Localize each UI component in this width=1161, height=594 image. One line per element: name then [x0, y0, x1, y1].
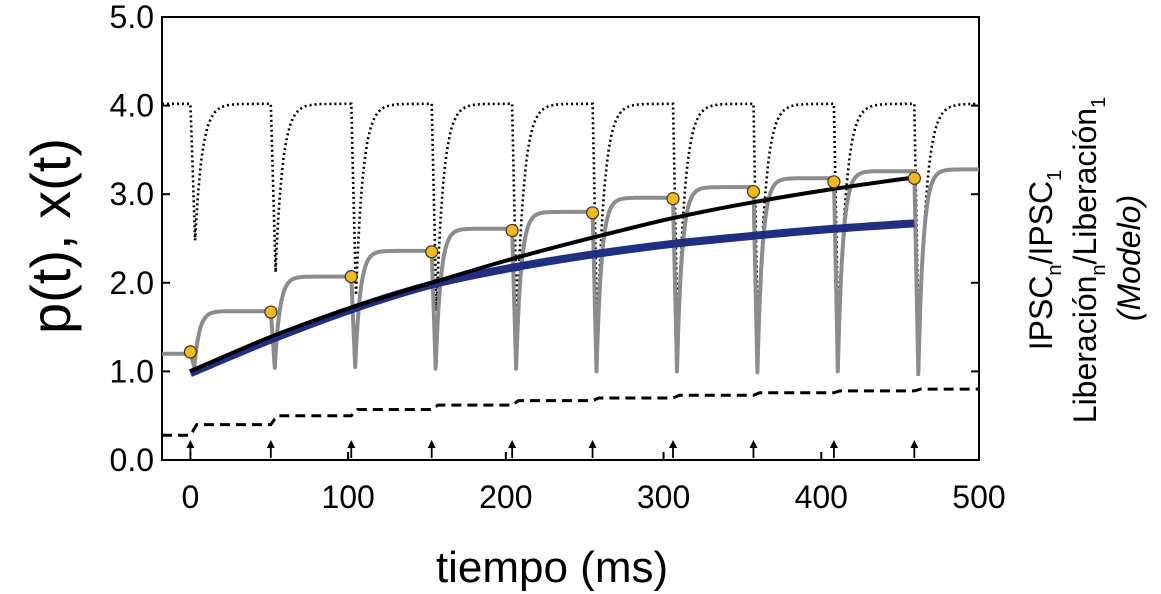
x-tick-label: 400 [795, 479, 848, 515]
stimulus-arrow-head [588, 440, 597, 448]
x-axis-label: tiempo (ms) [436, 543, 668, 592]
stimulus-arrow-head [347, 440, 356, 448]
data-marker [425, 245, 439, 259]
data-marker [746, 184, 761, 199]
right-label-line2: Liberaciónn/Liberación1 [1067, 97, 1110, 423]
right-axis-label: IPSCn/IPSC1 Liberaciónn/Liberación1 (Mod… [1023, 97, 1147, 423]
stimulus-arrow [829, 440, 838, 458]
right-label-line1-sub2: 1 [1044, 170, 1066, 181]
x-axis-ticks: 0 100 200 300 400 500 [181, 452, 1006, 515]
blue-model-curve [188, 219, 915, 377]
traces [160, 102, 981, 437]
y-tick-label: 3.0 [110, 176, 154, 212]
right-label-line1-mid: /IPSC [1023, 181, 1059, 265]
stimulus-arrow [588, 440, 597, 458]
stimulus-arrow-head [829, 440, 838, 448]
y-tick-label: 1.0 [110, 353, 154, 389]
plot-frame [161, 16, 980, 461]
x-tick-label: 100 [321, 479, 374, 515]
stimulus-arrow-head [186, 440, 195, 448]
y-tick-label: 4.0 [110, 88, 154, 124]
y-axis-ticks: 0.0 1.0 2.0 3.0 4.0 5.0 [110, 0, 979, 478]
y-tick-label: 2.0 [110, 265, 154, 301]
data-markers [183, 171, 921, 359]
x-tick-label: 200 [479, 479, 532, 515]
x-tick-label: 300 [637, 479, 690, 515]
stimulus-arrow-head [508, 440, 517, 448]
data-marker [585, 206, 600, 220]
right-label-line1-sub1: n [1044, 264, 1066, 275]
stimulus-arrow [669, 440, 678, 458]
stimulus-arrow [749, 440, 758, 458]
black-model-curve [189, 175, 915, 374]
y-tick-label: 5.0 [110, 0, 154, 35]
stimulus-arrow [347, 440, 356, 458]
right-label-line1-base: IPSC [1023, 276, 1059, 351]
right-label-line3: (Modelo) [1111, 195, 1147, 321]
gray-trace [160, 167, 981, 377]
x-tick-label: 0 [181, 479, 199, 515]
dashed-trace [162, 387, 979, 437]
data-marker [183, 345, 197, 359]
y-axis-label: p(t), x(t) [19, 138, 82, 334]
plot-area [160, 16, 981, 461]
right-label-line2-sub1: n [1088, 264, 1110, 275]
stimulus-arrow [910, 440, 919, 458]
data-marker [827, 175, 841, 189]
stimulus-arrow [427, 440, 436, 458]
data-marker [666, 192, 680, 206]
right-label-line2-mid: /Liberación [1067, 108, 1103, 265]
axes: 0.0 1.0 2.0 3.0 4.0 5.0 0 100 200 300 400 500 [110, 0, 1006, 515]
stimulus-arrow [266, 440, 275, 458]
data-marker [505, 223, 519, 238]
data-marker [344, 269, 358, 284]
stimulus-arrows [186, 440, 919, 458]
data-marker [907, 171, 921, 185]
dotted-trace [162, 102, 979, 361]
stimulus-arrow-head [266, 440, 275, 448]
y-tick-label: 0.0 [110, 442, 154, 478]
stimulus-arrow-head [427, 440, 436, 448]
stimulus-arrow-head [749, 440, 758, 448]
stimulus-arrow [508, 440, 517, 458]
stimulus-arrow-head [910, 440, 919, 448]
data-marker [264, 305, 278, 319]
x-tick-label: 500 [952, 479, 1005, 515]
stimulus-arrow-head [669, 440, 678, 448]
right-label-line1: IPSCn/IPSC1 [1023, 170, 1066, 351]
right-label-line2-base: Liberación [1067, 276, 1103, 424]
right-label-line2-sub2: 1 [1088, 97, 1110, 108]
